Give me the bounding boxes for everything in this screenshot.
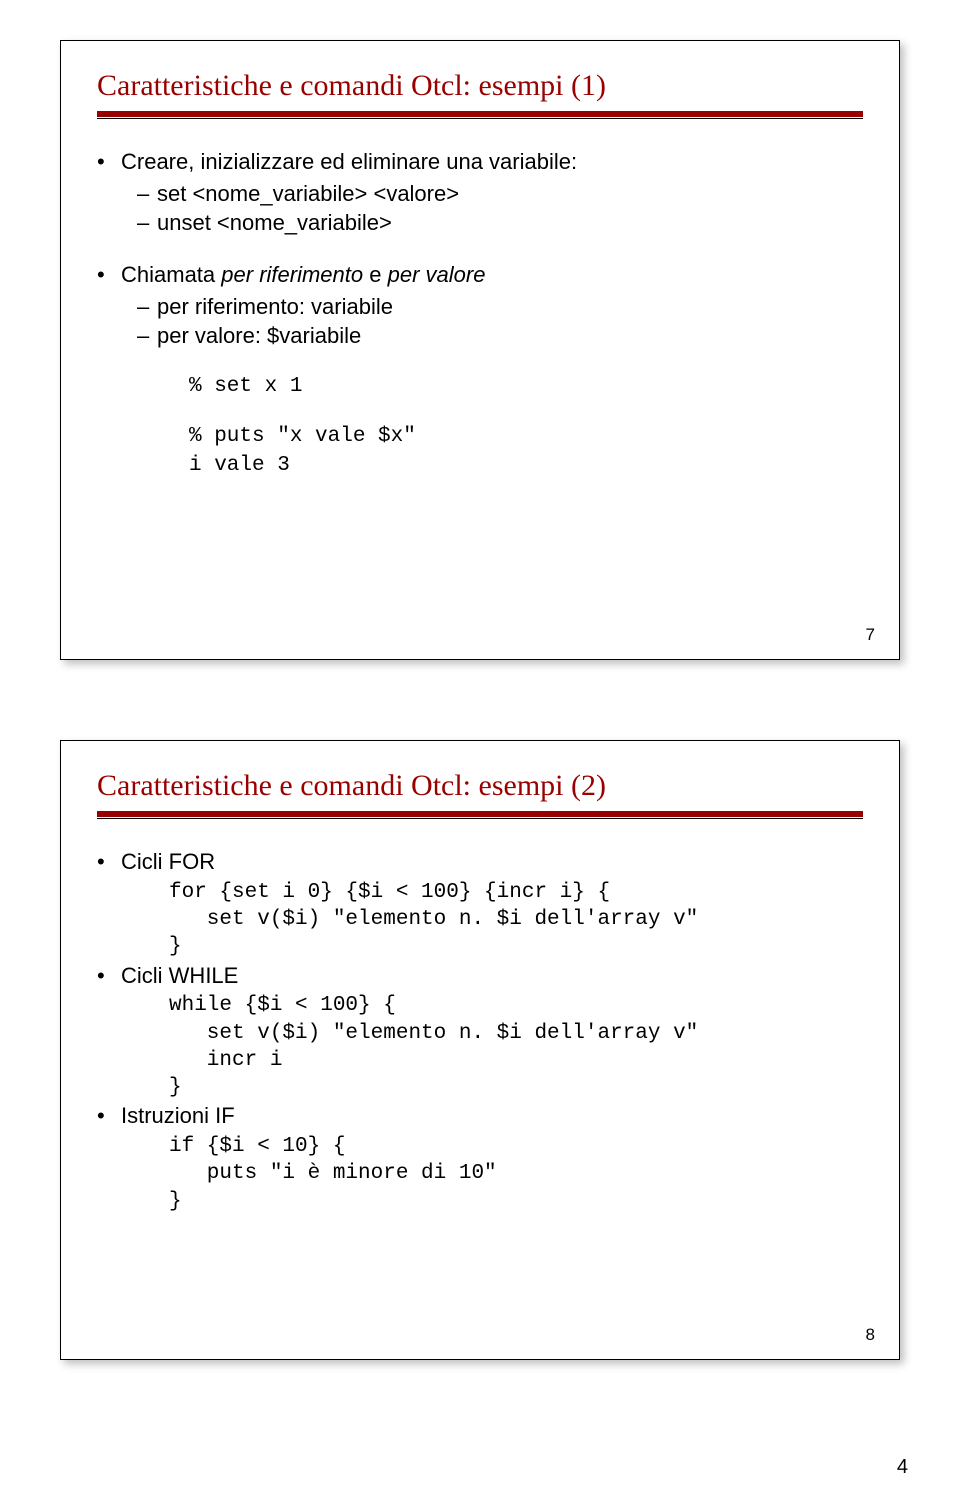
title-rule-thick [97, 111, 863, 117]
bullet-2-em1: per riferimento [221, 262, 363, 287]
slide-number: 8 [866, 1325, 875, 1345]
slide-title: Caratteristiche e comandi Otcl: esempi (… [97, 769, 863, 803]
title-rule-thick [97, 811, 863, 817]
bullet-2b: per valore: $variabile [97, 321, 863, 351]
bullet-1a: set <nome_variabile> <valore> [97, 179, 863, 209]
code-if: if {$i < 10} { puts "i è minore di 10" } [97, 1133, 863, 1215]
bullet-2-pre: Chiamata [121, 262, 221, 287]
bullet-if: Istruzioni IF [97, 1101, 863, 1131]
code-line-3: i vale 3 [97, 452, 863, 480]
slide-8: Caratteristiche e comandi Otcl: esempi (… [60, 740, 900, 1360]
bullet-while: Cicli WHILE [97, 961, 863, 991]
slide-7: Caratteristiche e comandi Otcl: esempi (… [60, 40, 900, 660]
code-line-1: % set x 1 [97, 373, 863, 401]
slide-content: Cicli FOR for {set i 0} {$i < 100} {incr… [97, 819, 863, 1215]
bullet-for: Cicli FOR [97, 847, 863, 877]
page-number: 4 [897, 1456, 908, 1479]
bullet-2a: per riferimento: variabile [97, 292, 863, 322]
slide-content: Creare, inizializzare ed eliminare una v… [97, 119, 863, 480]
code-while: while {$i < 100} { set v($i) "elemento n… [97, 992, 863, 1101]
bullet-2-mid: e [363, 262, 387, 287]
bullet-1b: unset <nome_variabile> [97, 208, 863, 238]
code-line-2: % puts "x vale $x" [97, 423, 863, 451]
bullet-2: Chiamata per riferimento e per valore [97, 260, 863, 290]
bullet-2-em2: per valore [388, 262, 486, 287]
slide-title: Caratteristiche e comandi Otcl: esempi (… [97, 69, 863, 103]
bullet-1: Creare, inizializzare ed eliminare una v… [97, 147, 863, 177]
code-for: for {set i 0} {$i < 100} {incr i} { set … [97, 879, 863, 961]
slide-number: 7 [866, 625, 875, 645]
